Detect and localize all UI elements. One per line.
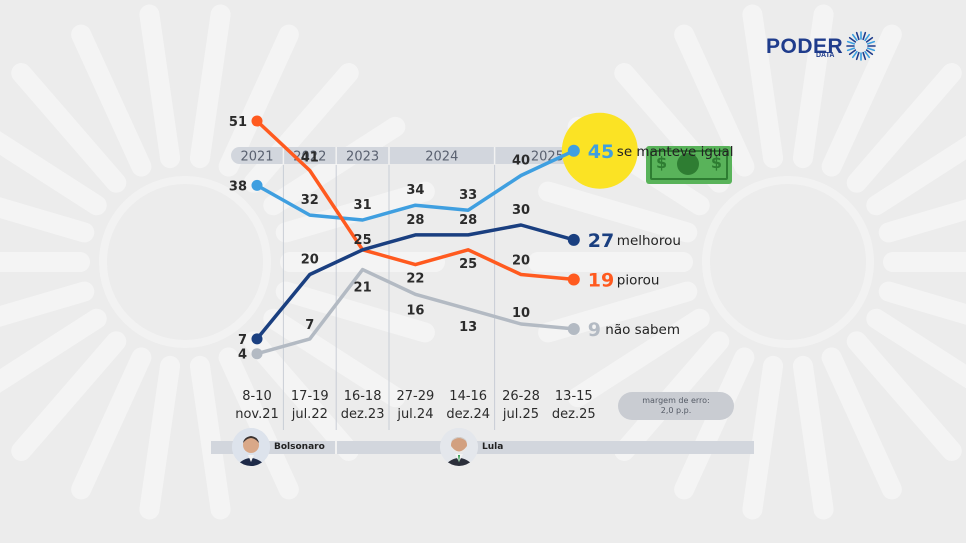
- logo-text: PODER: [766, 34, 844, 58]
- data-label: 33: [459, 188, 477, 203]
- data-label: 28: [406, 213, 424, 228]
- data-label: 16: [406, 303, 424, 318]
- data-label: 25: [459, 257, 477, 272]
- series-point: [567, 233, 580, 246]
- end-value-label: 27: [588, 230, 614, 252]
- series-name-label: melhorou: [617, 233, 681, 249]
- x-tick-sublabel: jul.25: [502, 407, 539, 422]
- x-tick-sublabel: dez.24: [446, 407, 490, 422]
- president-name: Bolsonaro: [274, 442, 325, 452]
- x-tick-sublabel: dez.25: [552, 407, 596, 422]
- data-label: 21: [354, 281, 372, 296]
- president-lula: Lula: [440, 428, 503, 466]
- year-label: 2023: [346, 150, 379, 165]
- series-point: [567, 273, 580, 286]
- data-label: 34: [406, 183, 424, 198]
- series-point: [251, 179, 263, 191]
- president-bolsonaro: Bolsonaro: [232, 428, 325, 466]
- x-tick-label: 16-18: [344, 389, 382, 404]
- series-line-0: [255, 149, 576, 222]
- margin-value: 2,0 p.p.: [660, 406, 692, 415]
- president-name: Lula: [482, 442, 504, 452]
- x-tick-label: 8-10: [242, 389, 272, 404]
- sun-icon: [846, 31, 876, 61]
- x-tick-sublabel: nov.21: [235, 407, 279, 422]
- x-tick-sublabel: jul.22: [291, 407, 328, 422]
- poder-data-logo: PODER DATA: [766, 30, 877, 62]
- data-label: 13: [459, 320, 477, 335]
- data-label: 20: [301, 253, 319, 268]
- x-tick-label: 17-19: [291, 389, 329, 404]
- x-tick-sublabel: jul.24: [396, 407, 433, 422]
- data-label: 51: [229, 115, 247, 130]
- year-label: 2024: [425, 150, 458, 165]
- margin-label: margem de erro:: [642, 396, 710, 405]
- x-tick-label: 27-29: [397, 389, 435, 404]
- data-label: 30: [512, 203, 530, 218]
- series-name-label: se manteve igual: [617, 144, 734, 160]
- x-tick-label: 13-15: [555, 389, 593, 404]
- series-line-2: [255, 119, 576, 282]
- presidency-bar: [211, 441, 754, 454]
- dollar-bill-icon: $ $: [646, 146, 732, 184]
- highlight-circle: [561, 112, 638, 189]
- data-label: 28: [459, 213, 477, 228]
- x-tick-sublabel: dez.23: [341, 407, 385, 422]
- series-point: [251, 348, 263, 360]
- series-point: [251, 115, 263, 127]
- data-label: 4: [238, 348, 247, 363]
- year-label: 2021: [240, 150, 273, 165]
- series-point: [251, 333, 263, 345]
- series-name-label: não sabem: [605, 322, 680, 338]
- bolsonaro-avatar: [232, 428, 270, 466]
- series-line-3: [255, 267, 576, 356]
- logo-subtext: DATA: [816, 52, 835, 59]
- data-label: 41: [301, 151, 319, 166]
- series-line-1: [255, 223, 576, 341]
- data-label: 31: [354, 198, 372, 213]
- margin-of-error-note: margem de erro: 2,0 p.p.: [618, 392, 734, 420]
- end-value-label: 19: [588, 269, 614, 291]
- data-label: 20: [512, 254, 530, 269]
- series-point: [567, 322, 580, 335]
- data-label: 32: [301, 193, 319, 208]
- series-name-label: piorou: [617, 272, 660, 288]
- end-value-label: 45: [588, 141, 614, 163]
- x-tick-label: 14-16: [449, 389, 487, 404]
- data-label: 40: [512, 154, 530, 169]
- series-point: [567, 144, 580, 157]
- data-label: 10: [512, 306, 530, 321]
- data-label: 7: [305, 318, 314, 333]
- lula-avatar: [440, 428, 478, 466]
- data-label: 38: [229, 179, 247, 194]
- data-label: 22: [406, 272, 424, 287]
- x-tick-label: 26-28: [502, 389, 540, 404]
- data-label: 7: [238, 333, 247, 348]
- year-header: 2021 2022 2023 2024 2025: [231, 147, 633, 165]
- data-label: 25: [354, 233, 372, 248]
- end-value-label: 9: [588, 319, 601, 341]
